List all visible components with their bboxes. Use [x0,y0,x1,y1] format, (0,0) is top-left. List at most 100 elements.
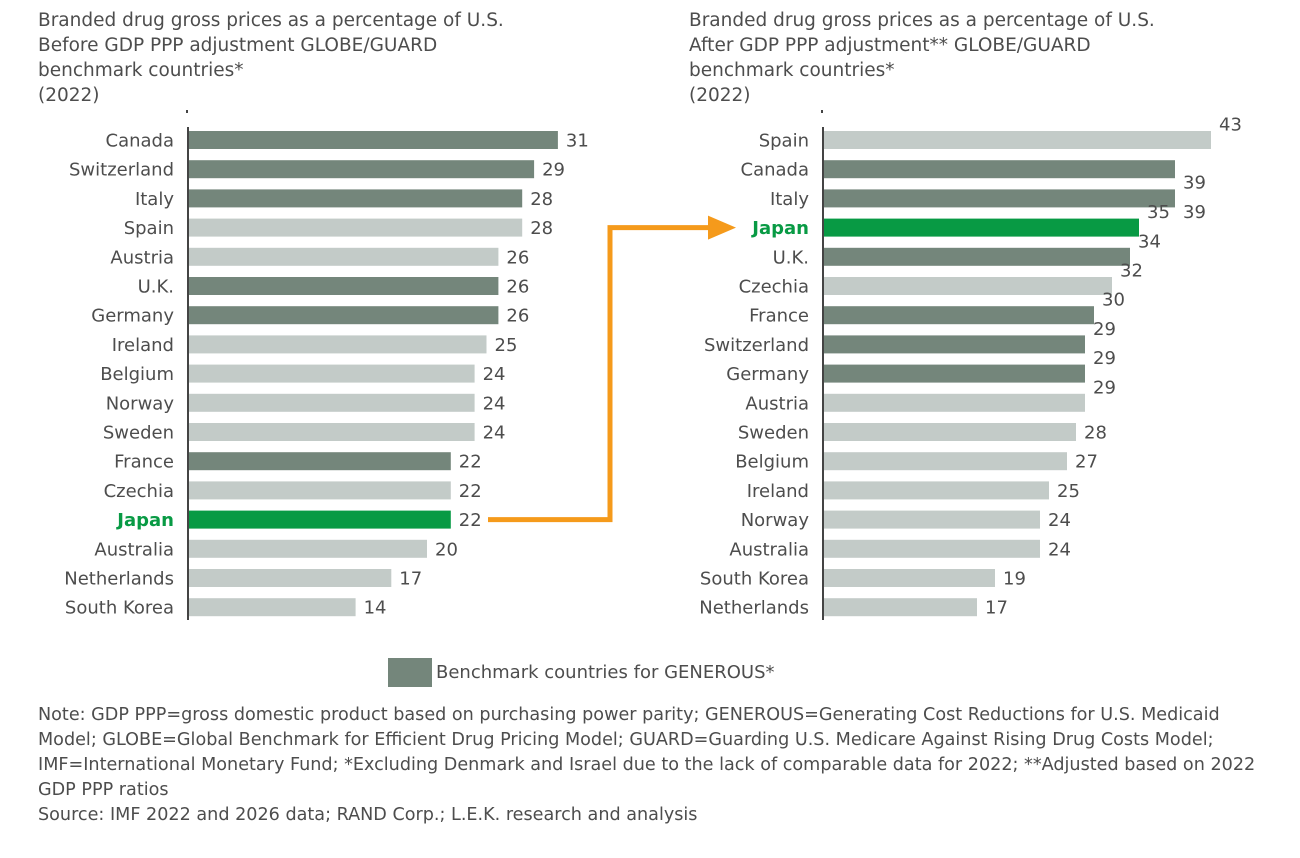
bar-u-k- [189,277,499,295]
source-text: Source: IMF 2022 and 2026 data; RAND Cor… [38,805,698,825]
value-label: 19 [1003,569,1026,590]
category-label: France [749,306,809,327]
category-label: Canada [741,160,810,181]
value-label: 26 [506,306,529,327]
value-label: 22 [459,510,482,531]
category-label: Spain [759,131,809,152]
bar-australia [189,539,427,558]
bar-ireland [824,481,1049,500]
value-label: 29 [1093,319,1116,340]
bar-norway [189,393,475,412]
value-label: 26 [506,277,529,298]
value-label: 39 [1183,173,1206,194]
bar-netherlands [824,598,977,617]
category-label: Norway [106,393,175,414]
value-label: 28 [530,189,553,210]
bar-norway [824,510,1040,529]
category-label: South Korea [700,569,809,590]
bar-france [189,452,451,471]
category-label: Ireland [112,335,174,356]
note-text: Note: GDP PPP=gross domestic product bas… [38,705,1256,800]
bar-canada [189,131,558,149]
bar-spain [824,131,1211,149]
bar-czechia [824,277,1112,295]
value-label: 24 [1048,510,1071,531]
bar-france [824,306,1094,325]
bar-south-korea [189,598,356,617]
value-label: 25 [495,335,518,356]
value-label: 24 [483,423,506,444]
category-label: Japan [115,510,174,531]
arrow-head [708,215,736,240]
category-label: Belgium [735,452,809,473]
value-label: 35 [1147,202,1170,223]
bar-ireland [189,335,487,354]
value-label: 39 [1183,202,1206,223]
category-label: Australia [94,539,174,560]
value-label: 17 [985,598,1008,619]
legend-label: Benchmark countries for GENEROUS* [436,662,775,683]
value-label: 34 [1138,231,1161,252]
value-label: 24 [483,393,506,414]
bar-germany [189,306,499,325]
value-label: 31 [566,131,589,152]
right-bar-chart: Spain 43 Canada 39 Italy 39 Japan 35 U.K. 34 Czech… [699,110,1242,620]
value-label: 14 [364,598,387,619]
value-label: 29 [1093,348,1116,369]
bar-italy [824,189,1175,208]
left-chart-title: Branded drug gross prices as a percentag… [38,10,504,106]
legend: Benchmark countries for GENEROUS* [388,658,775,687]
value-label: 17 [399,569,422,590]
category-label: Italy [135,189,174,210]
category-label: Italy [770,189,809,210]
chart-area: Canada 31 Switzerland 29 Italy 28 Spain 28 Austr… [64,110,1242,620]
value-label: 22 [459,481,482,502]
bar-switzerland [189,160,535,179]
bar-austria [189,247,499,266]
category-label: Spain [124,218,174,239]
category-label: Austria [110,247,174,268]
right-chart-title: Branded drug gross prices as a percentag… [689,10,1155,106]
footnote: Note: GDP PPP=gross domestic product bas… [38,703,1278,828]
value-label: 29 [542,160,565,181]
value-label: 22 [459,452,482,473]
bar-u-k- [824,247,1130,266]
category-label: Japan [750,218,809,239]
bar-spain [189,218,523,237]
category-label: Ireland [747,481,809,502]
bar-switzerland [824,335,1085,354]
category-label: Australia [729,539,809,560]
category-label: Sweden [738,423,809,444]
category-label: Canada [106,131,175,152]
bar-australia [824,539,1040,558]
category-label: Germany [91,306,174,327]
value-label: 24 [483,364,506,385]
value-label: 28 [530,218,553,239]
value-label: 26 [506,247,529,268]
category-label: U.K. [773,247,809,268]
bar-germany [824,364,1085,383]
category-label: Germany [726,364,809,385]
value-label: 30 [1102,290,1125,311]
category-label: Norway [741,510,810,531]
category-label: Netherlands [699,598,809,619]
category-label: Switzerland [704,335,809,356]
value-label: 32 [1120,261,1143,282]
value-label: 20 [435,539,458,560]
category-label: U.K. [138,277,174,298]
category-label: Czechia [739,277,809,298]
category-label: Czechia [104,481,174,502]
bar-sweden [189,423,475,441]
value-label: 29 [1093,377,1116,398]
category-label: South Korea [65,598,174,619]
value-label: 24 [1048,539,1071,560]
bar-japan [189,510,451,529]
legend-swatch-benchmark [388,658,432,687]
bar-south-korea [824,569,995,587]
japan-connector-arrow [488,215,736,523]
value-label: 28 [1084,423,1107,444]
bar-netherlands [189,569,392,587]
bar-canada [824,160,1175,179]
bar-japan [824,218,1139,237]
bar-sweden [824,423,1076,441]
